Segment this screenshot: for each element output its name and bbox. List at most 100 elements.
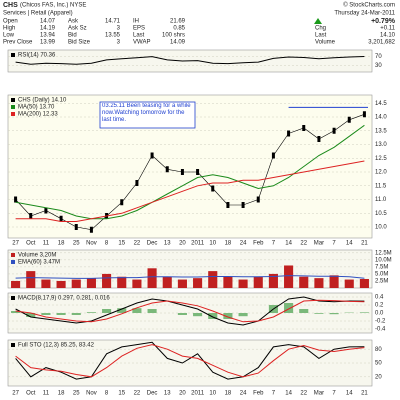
bar <box>117 308 127 313</box>
legend-label: MA(200) 12.33 <box>18 112 58 118</box>
bar <box>284 265 294 288</box>
bar <box>329 313 339 315</box>
candle <box>241 202 245 208</box>
candle <box>226 202 230 208</box>
series-line <box>15 124 365 220</box>
x-tick-label: 27 <box>12 391 19 397</box>
candle <box>74 224 78 230</box>
quote-value: 0.85 <box>173 26 185 32</box>
bar <box>223 276 233 288</box>
y-tick-label: 80 <box>375 347 382 353</box>
y-tick-label: 11.5 <box>375 183 387 189</box>
summary-value: 14.10 <box>380 33 396 39</box>
x-tick-label: 2011 <box>191 241 205 247</box>
x-tick-label: Oct <box>26 241 36 247</box>
legend-swatch <box>11 53 15 57</box>
x-tick-label: 15 <box>118 241 125 247</box>
x-tick-label: 7 <box>332 391 336 397</box>
candle <box>89 226 93 233</box>
candle <box>180 169 184 175</box>
x-tick-label: 18 <box>225 241 232 247</box>
x-tick-label: 22 <box>300 241 307 247</box>
legend-label: RSI(14) 70.36 <box>18 53 56 59</box>
bar <box>147 268 157 288</box>
x-tick-label: 24 <box>240 241 247 247</box>
bar <box>102 273 112 288</box>
x-tick-label: Mar <box>314 391 324 397</box>
bar <box>329 275 339 288</box>
source: © StockCharts.com <box>343 2 395 9</box>
y-tick-label: -0.4 <box>375 327 386 333</box>
candle <box>211 185 215 192</box>
x-tick-label: 14 <box>285 241 292 247</box>
bar <box>102 309 112 313</box>
candle <box>135 180 139 186</box>
x-tick-label: 8 <box>105 241 109 247</box>
annotation-wrap: 03.25.11 Been teasing for a while now.Wa… <box>102 103 191 123</box>
y-tick-label: 5.0M <box>375 272 388 278</box>
bar <box>299 276 309 288</box>
quote-label: Low <box>3 33 15 39</box>
quote-label: Ask Sz <box>68 26 87 32</box>
bar <box>208 313 218 319</box>
candle <box>302 125 306 131</box>
legend-label: EMA(60) 3.47M <box>18 260 60 266</box>
quote-value: 3 <box>117 26 121 32</box>
x-tick-label: 7 <box>332 241 336 247</box>
annotation: 03.25.11 Been teasing for a while now.Wa… <box>102 103 191 123</box>
legend-swatch <box>11 343 15 347</box>
quote-label: Open <box>3 19 18 25</box>
candle <box>59 215 63 222</box>
x-tick-label: 13 <box>164 241 171 247</box>
bar <box>193 313 203 317</box>
date: Thursday 24-Mar-2011 <box>334 11 395 17</box>
x-tick-label: 7 <box>272 241 276 247</box>
bar <box>147 309 157 313</box>
series-line <box>15 160 365 222</box>
quote-label: Ask <box>68 19 79 25</box>
bar <box>162 276 172 288</box>
series-line <box>15 341 365 380</box>
bar <box>314 313 324 314</box>
bar <box>253 276 263 288</box>
quote-label: Bid <box>68 33 77 39</box>
bar <box>359 312 369 313</box>
quote-label: Bid Size <box>68 40 91 46</box>
y-tick-label: 50 <box>375 361 382 367</box>
x-tick-label: 18 <box>58 241 65 247</box>
bar <box>177 313 187 315</box>
candle <box>150 152 154 159</box>
y-tick-label: 2.5M <box>375 279 388 285</box>
quote-value: 13.55 <box>105 33 121 39</box>
legend-swatch <box>11 98 15 102</box>
bar <box>56 280 66 288</box>
y-tick-label: 10.5 <box>375 211 387 217</box>
y-tick-label: 20 <box>375 374 382 380</box>
summary-value: 3,201,682 <box>368 40 395 46</box>
bar <box>208 271 218 288</box>
bar <box>238 313 248 317</box>
candle <box>120 199 124 206</box>
x-tick-label: 21 <box>361 241 368 247</box>
bar <box>193 278 203 288</box>
y-tick-label: -0.2 <box>375 319 386 325</box>
y-tick-label: 13.5 <box>375 128 387 134</box>
candle <box>271 152 275 159</box>
x-tick-label: Feb <box>253 241 264 247</box>
x-tick-label: Nov <box>86 241 97 247</box>
summary-label: Chg <box>315 26 326 32</box>
x-tick-label: 18 <box>58 391 65 397</box>
x-tick-label: 18 <box>225 391 232 397</box>
x-tick-label: Oct <box>26 391 36 397</box>
series-line <box>15 56 365 65</box>
candle <box>332 127 336 134</box>
candle <box>165 166 169 173</box>
quote-label: IH <box>133 19 139 25</box>
quote-value: 14.09 <box>170 40 186 46</box>
up-arrow <box>314 18 322 24</box>
bar <box>71 313 81 315</box>
y-tick-label: 70 <box>375 54 382 60</box>
x-tick-label: 15 <box>118 391 125 397</box>
x-tick-label: 22 <box>300 391 307 397</box>
